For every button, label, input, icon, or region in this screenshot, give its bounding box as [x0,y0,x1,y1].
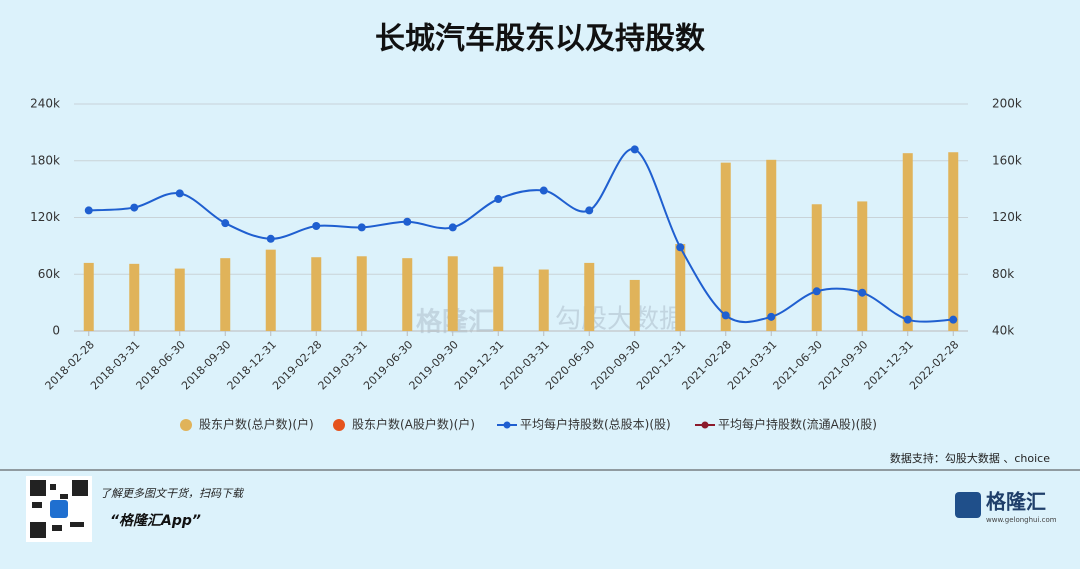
bar [857,201,868,331]
bar [402,258,413,331]
qr-code [26,476,92,542]
bar [174,268,185,331]
line-point [949,315,958,324]
line-point [585,206,594,215]
legend-marker [701,421,709,429]
line-point [448,223,457,232]
line-point [175,189,184,198]
source: 数据支持：勾股大数据 、choice [890,451,1050,465]
line [88,148,954,323]
bar [811,204,822,331]
y2-tick-label: 80k [992,267,1014,281]
line-point [767,312,776,321]
y-tick-label: 240k [30,97,60,111]
bar [83,262,94,331]
legend-label: 股东户数(总户数)(户) [199,417,314,432]
legend-marker [333,419,345,431]
legend-marker [503,421,511,429]
y-tick-label: 120k [30,210,60,224]
bar [493,266,504,331]
watermark: 勾股大数据 [555,305,685,335]
line-point [266,234,275,243]
bar [902,153,913,331]
footer-tagline: 了解更多图文干货，扫码下载 [100,487,245,500]
line-point [403,217,412,226]
line-point [130,203,139,212]
logo-mark [955,492,981,518]
line-point [539,186,548,195]
legend-label: 平均每户持股数(流通A股)(股) [718,417,877,432]
line-point [357,223,366,232]
line-point [676,243,685,252]
bar [675,243,686,331]
y2-tick-label: 160k [992,153,1022,167]
line-point [494,195,503,204]
y-tick-label: 180k [30,153,60,167]
y2-tick-label: 40k [992,324,1014,338]
y2-tick-label: 120k [992,210,1022,224]
line-point [903,315,912,324]
footer-app: “格隆汇App” [110,512,201,529]
logo-text: 格隆汇 [986,490,1046,514]
chart-title: 长城汽车股东以及持股数 [375,22,706,57]
bar [766,159,777,331]
bar [220,258,231,331]
bar [948,152,959,331]
bar [311,257,322,331]
bar [629,279,640,331]
line-point [221,219,230,228]
line-point [721,311,730,320]
y-tick-label: 60k [38,267,60,281]
bar [356,256,367,331]
bar [584,262,595,331]
x-tick-label: 2022-02-28 [907,338,961,392]
bar [265,249,276,331]
line-point [858,288,867,297]
y2-tick-label: 200k [992,97,1022,111]
bar [538,269,549,331]
line-point [84,206,93,215]
bar [720,162,731,331]
line-point [630,145,639,154]
y-tick-label: 0 [52,324,60,338]
legend-marker [180,419,192,431]
logo-site: www.gelonghui.com [986,516,1057,524]
bar [447,256,458,331]
bar [129,263,140,331]
line-point [312,222,321,231]
legend-label: 股东户数(A股户数)(户) [352,417,475,432]
legend-label: 平均每户持股数(总股本)(股) [520,417,671,432]
line-point [812,287,821,296]
